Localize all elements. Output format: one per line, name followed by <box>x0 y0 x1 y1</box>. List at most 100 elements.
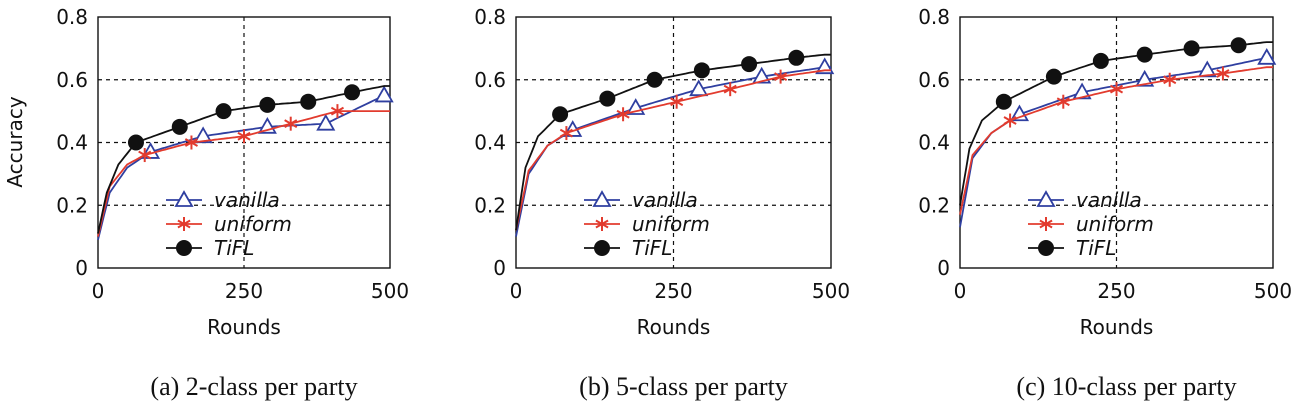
x-tick-label: 0 <box>510 279 523 303</box>
data-point-TiFL <box>300 93 317 110</box>
x-tick-label: 500 <box>812 279 850 303</box>
data-point-uniform-stroke <box>1056 97 1070 107</box>
data-point-TiFL <box>1045 68 1062 85</box>
y-tick-label: 0.8 <box>918 5 950 29</box>
data-point-TiFL <box>788 49 805 66</box>
data-point-uniform-stroke <box>284 119 298 129</box>
data-point-uniform-stroke <box>616 109 630 119</box>
legend-label-uniform: uniform <box>632 212 710 236</box>
data-point-uniform <box>1109 82 1124 97</box>
data-point-uniform-stroke <box>774 72 788 81</box>
x-axis-label: Rounds <box>637 315 711 339</box>
y-axis-label: Accuracy <box>3 96 27 187</box>
legend-label-vanilla: vanilla <box>214 188 280 212</box>
data-point-TiFL <box>215 103 232 120</box>
legend-label-vanilla: vanilla <box>1076 188 1142 212</box>
data-point-uniform-stroke <box>1163 75 1177 85</box>
y-tick-label: 0.4 <box>56 131 88 155</box>
axes-frame <box>97 16 391 269</box>
legend-marker-vanilla <box>174 190 194 207</box>
data-point-uniform-stroke <box>559 128 573 138</box>
axes-frame <box>515 16 832 269</box>
data-point-TiFL <box>259 96 276 113</box>
series-line-TiFL <box>97 85 390 234</box>
data-point-uniform-stroke <box>1003 116 1017 125</box>
data-point-uniform <box>138 148 152 163</box>
data-point-uniform <box>237 129 251 144</box>
data-point-TiFL <box>646 71 663 88</box>
y-tick-label: 0.6 <box>918 68 950 92</box>
data-point-TiFL <box>1183 40 1200 57</box>
data-point-vanilla <box>1257 47 1277 65</box>
data-point-vanilla <box>374 85 394 103</box>
panel-3: 0 0.2 0.4 0.6 0.8 0 250 500 Rounds vanillauniform… <box>918 5 1292 401</box>
panel-1: 0 0.2 0.4 0.6 0.8 0 250 500 Rounds vanillauniform… <box>56 5 409 401</box>
data-point-uniform <box>670 94 684 109</box>
panel-caption: (b) 5-class per party <box>579 372 788 401</box>
series-uniform <box>959 66 1273 215</box>
data-point-uniform <box>774 69 788 84</box>
data-point-vanilla <box>1072 82 1092 100</box>
panel-caption: (a) 2-class per party <box>150 372 357 401</box>
legend-marker-uniform-stroke <box>1039 219 1053 229</box>
x-tick-label: 500 <box>371 279 409 303</box>
data-point-TiFL <box>344 84 361 101</box>
grid <box>98 17 390 268</box>
y-tick-label: 0.4 <box>918 131 950 155</box>
data-point-uniform-stroke <box>670 97 684 107</box>
y-tick-label: 0.2 <box>474 193 506 217</box>
x-tick-label: 250 <box>1097 279 1135 303</box>
data-point-TiFL <box>995 93 1012 110</box>
legend-marker-TiFL <box>176 240 192 256</box>
y-tick-label: 0 <box>493 256 506 280</box>
x-axis-label: Rounds <box>207 315 281 339</box>
legend-label-vanilla: vanilla <box>632 188 698 212</box>
legend-label-TiFL: TiFL <box>214 236 254 260</box>
y-tick-label: 0.8 <box>56 5 88 29</box>
legend-marker-uniform <box>177 217 191 231</box>
series-TiFL <box>97 84 390 234</box>
data-point-uniform <box>330 104 345 119</box>
data-point-vanilla <box>752 66 772 84</box>
legend-marker-vanilla <box>1036 190 1056 207</box>
legend-marker-TiFL <box>594 240 610 256</box>
data-point-vanilla <box>689 79 709 97</box>
series-TiFL <box>515 49 831 231</box>
x-tick-label: 0 <box>954 279 967 303</box>
x-tick-label: 250 <box>225 279 263 303</box>
legend-label-TiFL: TiFL <box>632 236 672 260</box>
data-point-vanilla <box>1197 60 1217 78</box>
data-point-uniform-stroke <box>1109 84 1124 94</box>
data-point-uniform <box>616 107 630 122</box>
data-point-uniform-stroke <box>184 138 199 147</box>
series-uniform <box>97 104 390 237</box>
data-point-TiFL <box>693 62 710 79</box>
data-point-TiFL <box>1136 46 1153 63</box>
data-point-uniform <box>723 82 737 97</box>
legend-marker-uniform <box>595 217 609 231</box>
data-point-TiFL <box>552 106 569 123</box>
data-point-vanilla <box>193 126 213 144</box>
grid <box>516 17 831 268</box>
axes-frame <box>959 16 1274 269</box>
series-line-TiFL <box>959 41 1273 206</box>
y-tick-label: 0.4 <box>474 131 506 155</box>
legend-marker-uniform-stroke <box>595 219 609 229</box>
y-tick-label: 0.2 <box>918 193 950 217</box>
data-point-TiFL <box>1230 37 1247 54</box>
legend-label-uniform: uniform <box>214 212 292 236</box>
legend-marker-uniform-stroke <box>177 219 191 229</box>
series-line-TiFL <box>515 53 831 231</box>
y-tick-label: 0 <box>937 256 950 280</box>
data-point-uniform-stroke <box>1216 69 1230 78</box>
data-point-uniform-stroke <box>723 84 737 94</box>
data-point-TiFL <box>171 118 188 135</box>
data-point-uniform-stroke <box>138 150 152 160</box>
data-point-uniform <box>559 126 573 141</box>
data-point-TiFL <box>127 134 144 151</box>
data-point-TiFL <box>599 90 616 107</box>
x-axis-label: Rounds <box>1080 315 1154 339</box>
